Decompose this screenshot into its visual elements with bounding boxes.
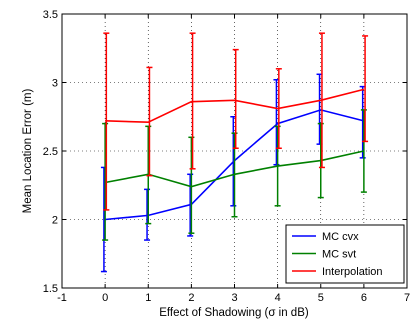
series-layer <box>100 32 369 273</box>
x-tick-label: 1 <box>145 292 151 304</box>
x-tick-label: 3 <box>231 292 237 304</box>
y-axis-label: Mean Location Error (m) <box>22 89 34 214</box>
x-tick-label: 4 <box>275 292 281 304</box>
legend-label: MC svt <box>322 249 356 261</box>
series-line <box>105 88 365 124</box>
y-tick-label: 2 <box>52 215 58 227</box>
axis-ticks: -1 0 1 2 3 4 5 6 7 1.5 2 2.5 3 3.5 <box>43 9 410 304</box>
x-tick-label: 5 <box>318 292 324 304</box>
x-axis-label: Effect of Shadowing (σ in dB) <box>159 307 309 319</box>
series-interpolation <box>103 32 369 211</box>
series-mc-svt <box>102 109 367 241</box>
legend: MC cvx MC svt Interpolation <box>285 224 405 284</box>
series-line <box>104 150 365 188</box>
y-tick-label: 2.5 <box>43 146 58 158</box>
legend-label: MC cvx <box>322 231 359 243</box>
y-tick-label: 3.5 <box>43 9 58 21</box>
x-tick-label: 2 <box>188 292 194 304</box>
y-tick-label: 3 <box>52 78 58 90</box>
x-tick-label: 7 <box>404 292 410 304</box>
x-tick-label: -1 <box>57 292 67 304</box>
x-tick-label: 0 <box>102 292 108 304</box>
y-tick-label: 1.5 <box>43 283 58 295</box>
legend-label: Interpolation <box>322 266 383 278</box>
x-tick-label: 6 <box>361 292 367 304</box>
